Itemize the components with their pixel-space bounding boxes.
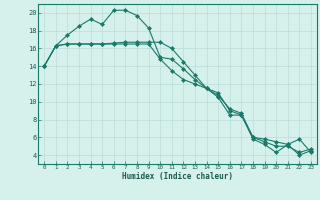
- X-axis label: Humidex (Indice chaleur): Humidex (Indice chaleur): [122, 172, 233, 181]
